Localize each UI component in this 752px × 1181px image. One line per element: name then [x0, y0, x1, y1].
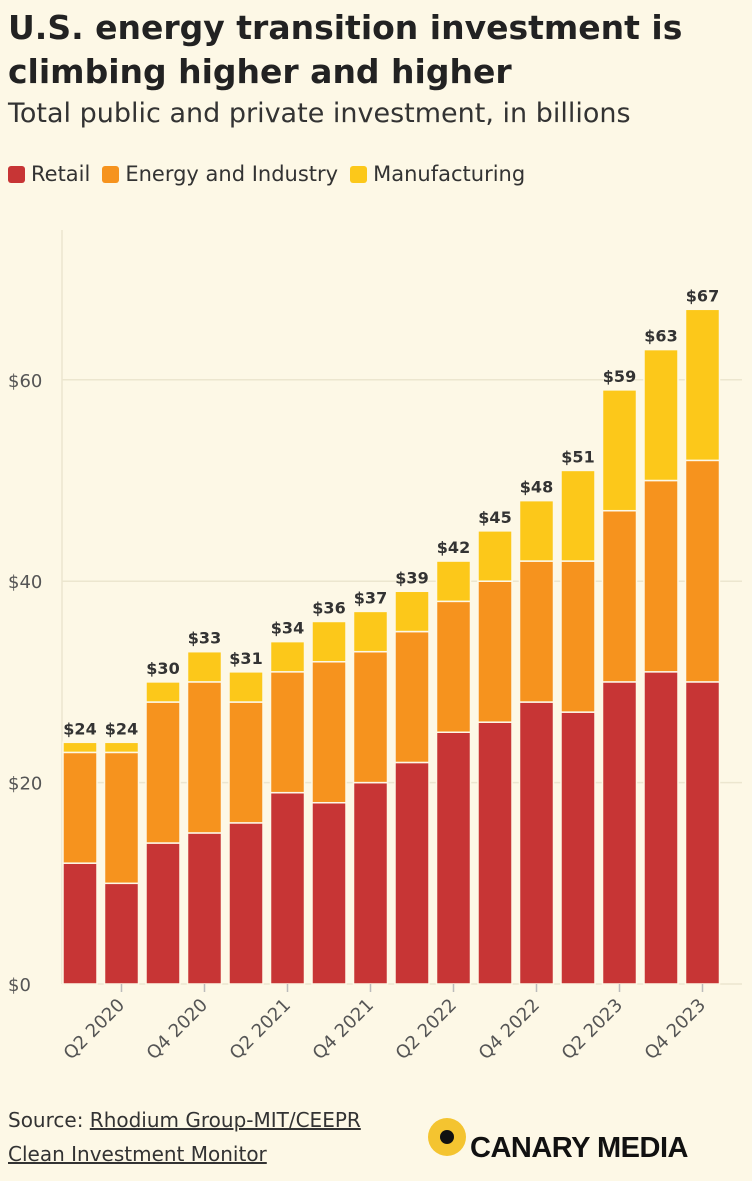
bar-segment-energy-industry [62, 751, 98, 864]
bar-segment-retail [186, 832, 223, 985]
bar-segment-retail [145, 842, 181, 985]
bar-segment-manufacturing [269, 640, 306, 673]
x-tick-label: Q4 2022 [475, 995, 544, 1064]
bar-total-label: $48 [520, 478, 553, 497]
legend-label-energy-industry: Energy and Industry [125, 162, 339, 186]
x-tick-label: Q4 2021 [309, 995, 378, 1064]
source-prefix: Source: [8, 1108, 90, 1132]
legend-swatch-manufacturing [350, 165, 368, 183]
brand-name: CANARY MEDIA [470, 1132, 688, 1164]
chart-subtitle: Total public and private investment, in … [8, 98, 631, 129]
bar-segment-energy-industry [228, 701, 264, 824]
y-tick-label: $0 [8, 975, 31, 996]
x-tick-label: Q2 2022 [392, 995, 461, 1064]
canary-media-logo: CANARY MEDIA [428, 1108, 688, 1165]
bar-total-label: $37 [354, 588, 387, 607]
bar-segment-retail [518, 701, 555, 985]
chart-title: U.S. energy transition investment is cli… [8, 8, 683, 91]
bar-total-label: $63 [644, 327, 677, 346]
bar-segment-retail [684, 681, 721, 985]
bars [62, 308, 721, 985]
y-tick-label: $60 [8, 371, 42, 392]
bar-total-label: $30 [146, 659, 179, 678]
bar-total-label: $42 [437, 538, 470, 557]
bar-total-label: $51 [561, 447, 594, 466]
total-labels: $24 $24 $30 $33 $31 $34 $36 $37 $39 $42 $45 $48 $51 $… [63, 286, 719, 738]
x-tick-label: Q4 2020 [143, 995, 212, 1064]
bar-segment-energy-industry [103, 751, 140, 885]
bar-segment-retail [477, 721, 513, 985]
bar-segment-retail [228, 822, 264, 985]
x-tick-label: Q4 2023 [641, 995, 710, 1064]
bar-segment-retail [394, 761, 430, 985]
bar-segment-energy-industry [560, 560, 596, 713]
bar-segment-manufacturing [311, 620, 347, 663]
bar-segment-manufacturing [560, 469, 596, 562]
bar-segment-manufacturing [62, 741, 98, 754]
legend-item-manufacturing: Manufacturing [350, 162, 525, 186]
bar-segment-energy-industry [311, 661, 347, 804]
legend-swatch-energy-industry [102, 165, 120, 183]
bar-segment-manufacturing [684, 308, 721, 462]
bar-segment-manufacturing [103, 741, 140, 754]
bar-total-label: $36 [312, 598, 345, 617]
bar-segment-manufacturing [601, 389, 638, 512]
source-note: Source: Rhodium Group-MIT/CEEPR Clean In… [8, 1103, 361, 1171]
x-tick-label: Q2 2021 [226, 995, 295, 1064]
legend-swatch-retail [8, 165, 25, 183]
bar-segment-manufacturing [477, 530, 513, 582]
bar-segment-manufacturing [435, 560, 472, 603]
bar-segment-retail [103, 882, 140, 985]
bar-segment-retail [643, 671, 679, 985]
bar-segment-retail [601, 681, 638, 985]
bar-segment-manufacturing [186, 650, 223, 683]
bar-chart: $24 $24 $30 $33 $31 $34 $36 $37 $39 $42 $45 $48 $51 $… [8, 230, 742, 1064]
legend-label-manufacturing: Manufacturing [373, 162, 526, 186]
canary-logo-icon [428, 1117, 466, 1156]
bar-segment-energy-industry [269, 671, 306, 794]
bar-total-label: $45 [478, 508, 511, 527]
bar-segment-retail [560, 711, 596, 985]
bar-segment-energy-industry [643, 479, 679, 673]
bar-segment-retail [352, 781, 389, 985]
bar-segment-retail [311, 801, 347, 985]
bar-segment-energy-industry [186, 681, 223, 834]
bar-segment-energy-industry [601, 509, 638, 683]
legend-label-retail: Retail [31, 162, 91, 186]
bar-segment-manufacturing [394, 590, 430, 633]
bar-segment-retail [435, 731, 472, 985]
legend-item-energy-industry: Energy and Industry [102, 162, 338, 186]
legend-item-retail: Retail [8, 162, 90, 186]
bar-total-label: $59 [603, 367, 636, 386]
source-link-line2[interactable]: Clean Investment Monitor [8, 1142, 267, 1166]
bar-segment-retail [269, 791, 306, 985]
y-tick-label: $40 [8, 572, 42, 593]
bar-segment-retail [62, 862, 98, 985]
bar-segment-energy-industry [518, 560, 555, 703]
x-tick-label: Q2 2020 [60, 995, 129, 1064]
x-tick-label: Q2 2023 [558, 995, 627, 1064]
bar-segment-manufacturing [352, 610, 389, 653]
bar-total-label: $31 [229, 649, 262, 668]
bar-total-label: $67 [686, 286, 719, 305]
bar-total-label: $39 [395, 568, 428, 587]
bar-total-label: $24 [63, 719, 96, 738]
bar-segment-energy-industry [145, 701, 181, 844]
bar-total-label: $24 [105, 719, 138, 738]
bar-segment-energy-industry [394, 630, 430, 764]
bar-total-label: $33 [188, 629, 221, 648]
bar-segment-manufacturing [145, 681, 181, 703]
bar-segment-energy-industry [477, 580, 513, 723]
bar-segment-manufacturing [228, 671, 264, 703]
bar-segment-energy-industry [435, 600, 472, 733]
bar-segment-manufacturing [518, 499, 555, 562]
legend: Retail Energy and Industry Manufacturing [8, 162, 537, 186]
bar-segment-energy-industry [352, 650, 389, 784]
bar-segment-manufacturing [643, 348, 679, 482]
bar-total-label: $34 [271, 619, 304, 638]
bar-segment-energy-industry [684, 459, 721, 683]
source-link-line1[interactable]: Rhodium Group-MIT/CEEPR [89, 1108, 361, 1132]
y-tick-label: $20 [8, 774, 42, 795]
